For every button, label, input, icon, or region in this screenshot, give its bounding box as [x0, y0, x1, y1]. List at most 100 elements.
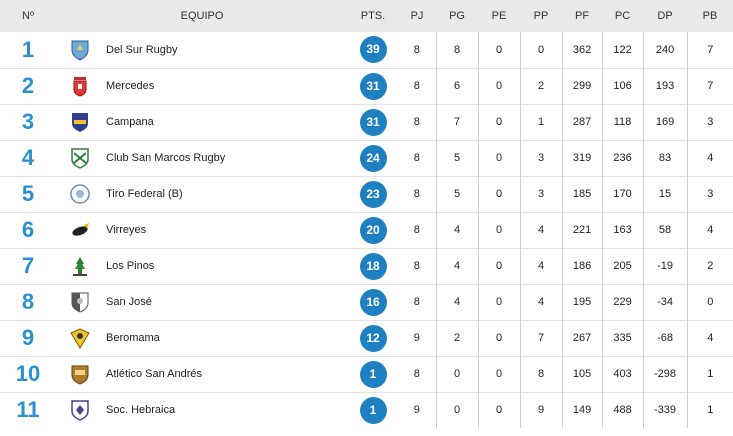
san-jose-crest-icon	[69, 291, 91, 313]
stat-pg: 0	[435, 356, 479, 392]
stat-dp: 169	[642, 104, 688, 140]
stat-pj: 8	[413, 43, 420, 56]
team-name: Soc. Hebraica	[106, 404, 176, 417]
stat-pg: 7	[435, 104, 479, 140]
campana-crest-icon	[69, 111, 91, 133]
stat-pp: 0	[519, 32, 563, 68]
stat-pb: 0	[686, 284, 733, 320]
stat-dp: 193	[642, 68, 688, 104]
stat-pf: 362	[561, 32, 603, 68]
position: 3	[21, 109, 35, 134]
stat-pb: 4	[686, 212, 733, 248]
stat-pg: 4	[435, 248, 479, 284]
del-sur-shield-icon	[69, 39, 91, 61]
stat-pc: 163	[601, 212, 644, 248]
stat-pg: 8	[435, 32, 479, 68]
los-pinos-crest-icon	[69, 255, 91, 277]
position: 11	[16, 397, 40, 423]
stat-pe: 0	[477, 212, 521, 248]
stat-pj: 8	[413, 296, 420, 308]
stat-pj: 8	[413, 80, 420, 92]
stat-dp: 58	[642, 212, 688, 248]
stat-pp: 7	[519, 320, 563, 356]
stat-pb: 2	[686, 248, 733, 284]
position: 5	[21, 181, 35, 206]
points-badge: 23	[359, 180, 387, 208]
header-pc: PC	[614, 10, 631, 22]
stat-pp: 3	[519, 140, 563, 176]
table-row: 3 Campana 31 8 7 0 1 287 118 169 3	[0, 104, 733, 140]
stat-pj: 8	[413, 152, 420, 164]
stat-pp: 3	[519, 176, 563, 212]
points-badge: 16	[359, 288, 387, 316]
stat-pj: 8	[413, 224, 420, 236]
stat-pj: 9	[413, 332, 420, 344]
stat-pb: 1	[686, 356, 733, 392]
stat-dp: -68	[642, 320, 688, 356]
stat-pf: 319	[561, 140, 603, 176]
stat-dp: -34	[642, 284, 688, 320]
stat-pf: 186	[561, 248, 603, 284]
stat-pf: 185	[561, 176, 603, 212]
beromama-crest-icon	[69, 327, 91, 349]
stat-pb: 4	[686, 320, 733, 356]
header-pb: PB	[702, 10, 718, 22]
stat-pb: 7	[686, 68, 733, 104]
points-badge: 1	[359, 360, 387, 388]
stat-pe: 0	[477, 140, 521, 176]
stat-pg: 5	[435, 140, 479, 176]
points-badge: 20	[359, 216, 387, 244]
header-team: EQUIPO	[180, 10, 224, 22]
table-row: 8 San José 16 8 4 0 4 195 229 -34 0	[0, 284, 733, 320]
table-row: 11 Soc. Hebraica 1 9 0 0 9 149 488 -339 1	[0, 392, 733, 428]
table-row: 7 Los Pinos 18 8 4 0 4 186 205 -19 2	[0, 248, 733, 284]
team-name: Beromama	[106, 332, 160, 344]
stat-pe: 0	[477, 32, 521, 68]
header-pe: PE	[491, 10, 507, 22]
stat-pj: 9	[413, 404, 420, 417]
position: 4	[21, 145, 35, 170]
stat-pf: 221	[561, 212, 603, 248]
points-badge: 39	[359, 36, 387, 64]
team-name: Virreyes	[106, 224, 147, 236]
stat-pc: 236	[601, 140, 644, 176]
stat-dp: -298	[642, 356, 688, 392]
stat-pf: 267	[561, 320, 603, 356]
header-pts: PTS.	[360, 10, 386, 22]
stat-pg: 6	[435, 68, 479, 104]
table-row: 4 Club San Marcos Rugby 24 8 5 0 3 319 236 83 4	[0, 140, 733, 176]
stat-pj: 8	[413, 188, 420, 200]
san-marcos-crest-icon	[69, 147, 91, 169]
stat-pp: 8	[519, 356, 563, 392]
team-name: San José	[106, 296, 152, 308]
stat-pb: 1	[686, 392, 733, 428]
stat-pf: 195	[561, 284, 603, 320]
stat-pe: 0	[477, 248, 521, 284]
stat-pj: 8	[413, 260, 420, 272]
stat-pc: 229	[601, 284, 644, 320]
stat-pg: 4	[435, 212, 479, 248]
position: 6	[21, 217, 35, 242]
stat-dp: -19	[642, 248, 688, 284]
team-name: Atlético San Andrés	[106, 368, 203, 380]
table-header-row: Nº EQUIPO PTS. PJ PG PE PP PF PC DP PB	[0, 0, 733, 32]
stat-pp: 1	[519, 104, 563, 140]
stat-pj: 8	[413, 368, 420, 380]
team-name: Tiro Federal (B)	[106, 188, 183, 200]
stat-pe: 0	[477, 284, 521, 320]
stat-pc: 118	[601, 104, 644, 140]
stat-pg: 4	[435, 284, 479, 320]
header-pos: Nº	[22, 10, 34, 22]
points-badge: 24	[359, 144, 387, 172]
stat-pe: 0	[477, 320, 521, 356]
header-pp: PP	[533, 10, 549, 22]
stat-pp: 4	[519, 284, 563, 320]
stat-pe: 0	[477, 104, 521, 140]
stat-dp: 83	[642, 140, 688, 176]
stat-pp: 4	[519, 212, 563, 248]
stat-pc: 106	[601, 68, 644, 104]
points-badge: 1	[359, 396, 387, 424]
stat-dp: -339	[642, 392, 688, 428]
stat-pb: 3	[686, 176, 733, 212]
points-badge: 12	[359, 324, 387, 352]
